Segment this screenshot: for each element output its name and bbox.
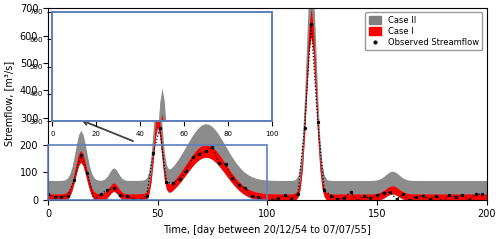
Legend: Case II, Case I, Observed Streamflow: Case II, Case I, Observed Streamflow: [366, 12, 482, 50]
Bar: [48, 145, 268, 200]
Y-axis label: Stremflow, [m³/s]: Stremflow, [m³/s]: [4, 61, 14, 147]
X-axis label: Time, [day between 20/12/54 to 07/07/55]: Time, [day between 20/12/54 to 07/07/55]: [164, 225, 371, 235]
